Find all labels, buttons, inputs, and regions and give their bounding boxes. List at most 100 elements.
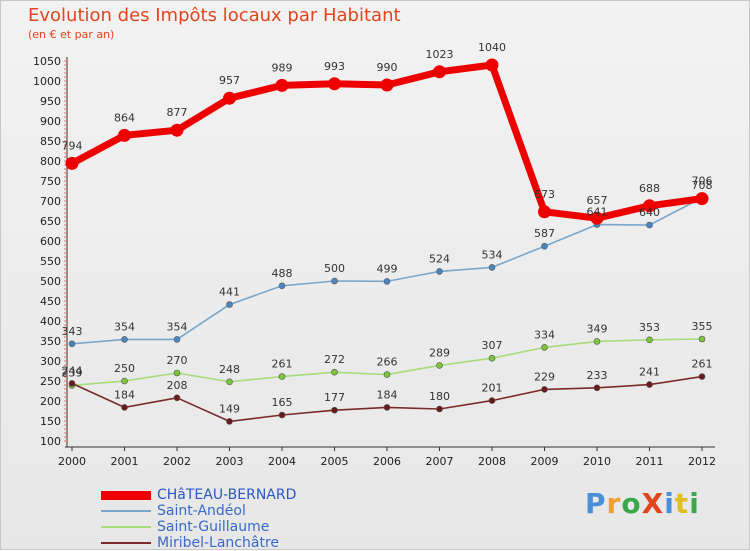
data-point — [68, 380, 76, 387]
data-label: 355 — [692, 320, 713, 333]
data-label: 657 — [587, 194, 608, 207]
data-label: 534 — [482, 248, 503, 261]
data-point — [488, 397, 496, 404]
data-label: 640 — [639, 206, 660, 219]
data-point — [121, 336, 128, 343]
data-label: 500 — [324, 262, 345, 275]
data-label: 233 — [587, 369, 608, 382]
data-label: 441 — [219, 286, 240, 299]
x-tick-label: 2002 — [163, 455, 191, 468]
y-tick-label: 600 — [40, 235, 61, 248]
data-point — [173, 336, 181, 343]
data-label: 499 — [377, 262, 398, 275]
data-point — [331, 368, 338, 376]
data-label: 864 — [114, 111, 135, 124]
data-point — [223, 91, 236, 105]
y-tick-label: 150 — [40, 415, 61, 428]
data-label: 250 — [114, 362, 135, 375]
data-label: 524 — [429, 252, 450, 265]
data-label: 266 — [377, 356, 398, 369]
data-point — [590, 211, 604, 225]
y-tick-label: 950 — [40, 95, 61, 108]
data-point — [436, 405, 443, 413]
legend-label: Saint-Andéol — [157, 503, 246, 519]
data-label: 488 — [272, 267, 293, 280]
legend-swatch — [101, 542, 151, 544]
y-tick-label: 450 — [40, 295, 61, 308]
y-tick-label: 900 — [40, 115, 61, 128]
legend-label: CHâTEAU-BERNARD — [157, 487, 297, 503]
data-point — [118, 128, 131, 142]
legend-swatch — [101, 526, 151, 528]
data-point — [485, 58, 499, 72]
data-point — [593, 384, 601, 392]
data-label: 877 — [167, 106, 188, 119]
data-label: 184 — [114, 388, 135, 401]
data-point — [380, 78, 394, 92]
data-label: 180 — [429, 390, 450, 403]
legend-label: Saint-Guillaume — [157, 519, 270, 535]
x-tick-label: 2003 — [216, 455, 244, 468]
data-label: 343 — [62, 325, 83, 338]
y-tick-label: 350 — [40, 335, 61, 348]
data-label: 272 — [324, 353, 345, 366]
data-point — [121, 377, 128, 385]
data-point — [121, 404, 128, 411]
data-label: 708 — [692, 179, 713, 192]
data-point — [68, 340, 76, 348]
data-point — [226, 418, 233, 425]
data-label: 688 — [639, 182, 660, 195]
data-point — [383, 371, 391, 378]
legend-swatch — [101, 491, 151, 500]
data-point — [278, 373, 286, 380]
data-point — [65, 156, 79, 170]
y-tick-label: 850 — [40, 135, 61, 148]
y-tick-label: 250 — [40, 375, 61, 388]
x-tick-label: 2012 — [688, 455, 716, 468]
data-label: 239 — [62, 366, 83, 379]
data-point — [646, 221, 653, 229]
data-point — [593, 338, 601, 345]
chart-subtitle: (en € et par an) — [28, 28, 115, 41]
y-tick-label: 750 — [40, 175, 61, 188]
data-point — [331, 406, 338, 414]
data-label: 208 — [167, 379, 188, 392]
data-point — [328, 77, 341, 91]
legend-label: Miribel-Lanchâtre — [157, 535, 280, 551]
data-label: 587 — [534, 227, 555, 240]
data-point — [541, 242, 548, 250]
data-label: 1023 — [426, 48, 454, 61]
y-tick-label: 400 — [40, 315, 61, 328]
y-tick-label: 1000 — [33, 75, 61, 88]
data-label: 349 — [587, 322, 608, 335]
data-label: 244 — [62, 364, 83, 377]
data-label: 165 — [272, 396, 293, 409]
data-label: 673 — [534, 188, 555, 201]
data-label: 184 — [377, 388, 398, 401]
data-point — [698, 335, 706, 343]
data-point — [278, 282, 286, 290]
y-tick-label: 100 — [40, 435, 61, 448]
data-label: 241 — [639, 366, 660, 379]
data-point — [383, 404, 391, 411]
data-label: 354 — [114, 320, 135, 333]
data-point — [226, 301, 233, 308]
data-point — [331, 277, 338, 285]
data-label: 307 — [482, 339, 503, 352]
data-label: 270 — [167, 354, 188, 367]
data-point — [488, 354, 496, 362]
x-tick-label: 2011 — [636, 455, 664, 468]
data-point — [646, 336, 653, 344]
data-label: 989 — [272, 61, 293, 74]
data-label: 201 — [482, 382, 503, 395]
data-label: 706 — [692, 175, 713, 188]
data-point — [643, 199, 656, 213]
data-point — [541, 386, 548, 393]
data-label: 794 — [62, 139, 83, 152]
data-point — [278, 411, 286, 419]
data-label: 261 — [272, 358, 293, 371]
data-label: 261 — [692, 358, 713, 371]
data-point — [695, 192, 709, 206]
data-point — [646, 381, 653, 388]
